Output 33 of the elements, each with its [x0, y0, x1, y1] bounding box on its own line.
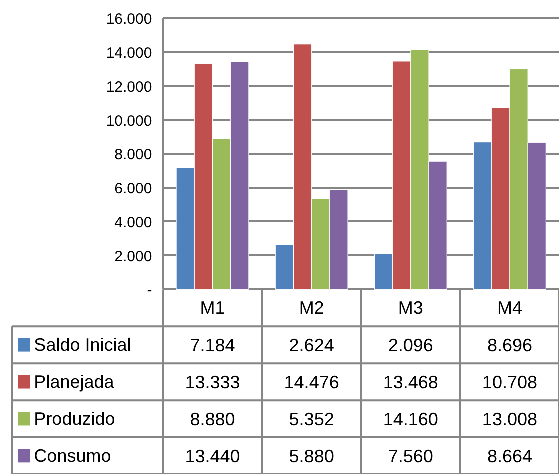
- legend-label: Produzido: [34, 409, 116, 430]
- data-label: 14.476: [284, 372, 340, 393]
- x-tick-label: M4: [497, 298, 522, 318]
- legend-label: Saldo Inicial: [34, 335, 132, 356]
- data-label: 7.560: [388, 446, 434, 467]
- data-label: 13.440: [185, 446, 240, 467]
- data-label: 2.096: [388, 336, 434, 356]
- data-label: 7.184: [190, 336, 236, 356]
- data-label: 10.708: [482, 372, 538, 393]
- data-label: 5.352: [289, 410, 334, 430]
- y-tick-label: 4.000: [114, 214, 152, 232]
- y-tick-label: 8.000: [114, 146, 152, 164]
- y-tick-label: 16.000: [106, 11, 152, 28]
- data-label: 14.160: [383, 410, 438, 430]
- data-label: 13.008: [482, 410, 538, 430]
- y-tick-label: 10.000: [106, 112, 152, 130]
- data-label: 5.880: [289, 446, 334, 467]
- y-tick-label: -: [147, 282, 152, 300]
- x-tick-label: M2: [299, 298, 324, 318]
- data-label: 13.333: [185, 372, 240, 393]
- y-tick-label: 12.000: [106, 78, 152, 96]
- x-tick-label: M3: [398, 298, 424, 318]
- legend-label: Consumo: [34, 446, 112, 466]
- y-tick-label: 6.000: [114, 180, 152, 198]
- legend-label: Planejada: [34, 372, 116, 392]
- data-label: 2.624: [289, 336, 334, 356]
- y-tick-label: 2.000: [114, 248, 152, 266]
- data-label: 13.468: [383, 372, 438, 393]
- data-label: 8.664: [487, 446, 532, 467]
- y-tick-label: 14.000: [106, 44, 152, 62]
- data-label: 8.880: [190, 410, 236, 430]
- data-label: 8.696: [487, 336, 532, 356]
- x-tick-label: M1: [200, 298, 226, 318]
